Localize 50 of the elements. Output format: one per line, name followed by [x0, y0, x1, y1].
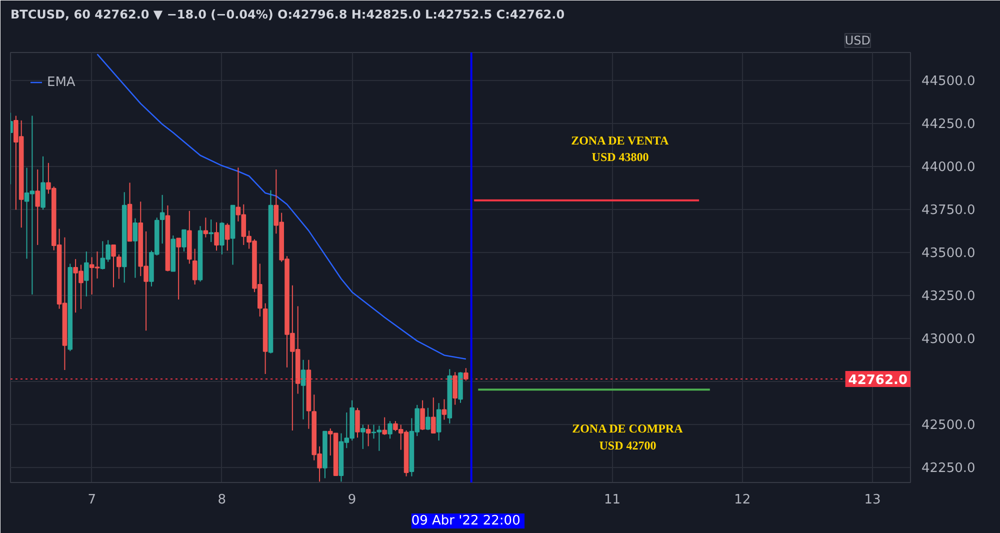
- candlestick: [355, 407, 360, 438]
- candlestick: [35, 168, 40, 246]
- y-tick-label: 43250.0: [922, 289, 976, 304]
- candlestick: [360, 424, 366, 450]
- y-tick-label: 44000.0: [922, 160, 976, 176]
- y-tick-label: 43000.0: [922, 332, 976, 348]
- chart-title: BTCUSD, 60 42762.0 ▼ −18.0 (−0.04%) O:42796.8 H:42825.0 L:42752.5 C:42762.0: [10, 8, 565, 22]
- y-tick-label: 43500.0: [922, 246, 976, 262]
- x-tick-label: 11: [604, 492, 621, 508]
- candlestick: [116, 254, 122, 280]
- x-tick-label: 9: [348, 492, 356, 508]
- candlestick: [420, 400, 425, 431]
- candlestick: [176, 238, 181, 300]
- y-axis-title: USD: [844, 34, 870, 48]
- annotation: ZONA DE COMPRA USD 42700: [572, 422, 684, 452]
- legend-label: EMA: [47, 74, 76, 90]
- y-tick-label: 43750.0: [922, 203, 976, 218]
- y-tick-label: 44250.0: [922, 117, 976, 132]
- candlestick: [426, 407, 430, 431]
- y-tick-label: 42500.0: [922, 418, 976, 434]
- candlestick: [214, 222, 219, 252]
- x-tick-label: 7: [88, 492, 96, 508]
- candlestick: [366, 424, 371, 447]
- ref-line-label: 09 Abr '22 22:00: [411, 514, 520, 528]
- line-series: [96, 54, 467, 360]
- candlestick: [132, 218, 138, 278]
- candlestick: [203, 217, 208, 238]
- candlestick: [382, 416, 387, 436]
- candlestick: [464, 368, 468, 382]
- x-tick-label: 12: [734, 492, 751, 508]
- candlestick: [430, 397, 436, 434]
- candlestick: [388, 420, 392, 440]
- candlestick: [300, 359, 306, 420]
- x-tick-label: 8: [218, 492, 226, 508]
- candlestick: [111, 244, 116, 288]
- candlestick: [192, 248, 198, 286]
- y-tick-label: 42250.0: [922, 461, 976, 476]
- candlestick: [452, 372, 458, 406]
- candlestick: [436, 402, 442, 442]
- x-tick-label: 13: [864, 492, 881, 508]
- candlestick: [160, 194, 165, 244]
- candlestick: [182, 229, 186, 252]
- ref-line-label: 42762.0: [848, 372, 908, 388]
- candlestick: [220, 222, 224, 255]
- y-tick-label: 44500.0: [922, 74, 976, 90]
- candlestick: [224, 222, 230, 252]
- candlestick: [442, 398, 447, 420]
- candlestick: [208, 219, 214, 243]
- candlestick: [84, 251, 89, 297]
- annotation: ZONA DE VENTA USD 43800: [571, 133, 669, 164]
